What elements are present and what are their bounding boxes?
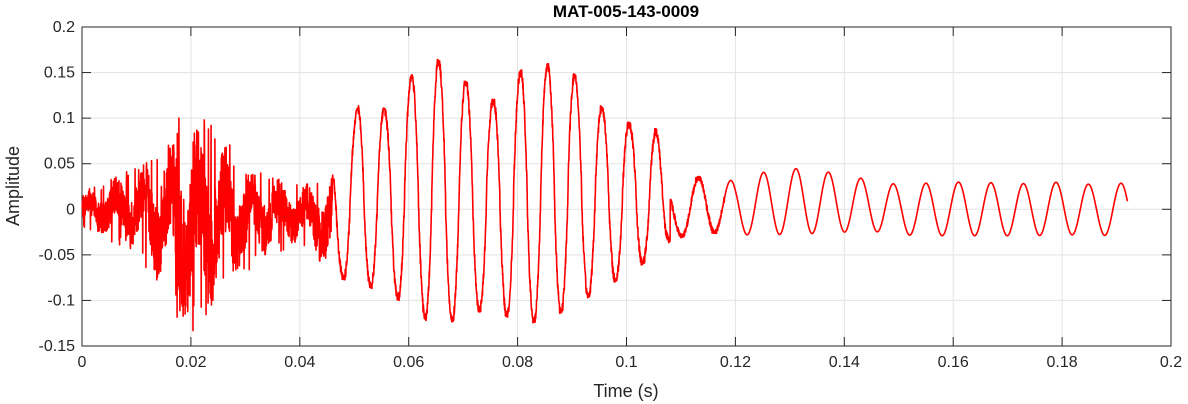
x-tick-label: 0.1 [615,354,637,371]
y-tick-label: 0.05 [44,156,75,173]
y-tick-label: 0.2 [53,19,75,36]
x-tick-label: 0.06 [393,354,424,371]
y-tick-label: 0.15 [44,65,75,82]
y-tick-label: 0 [66,201,75,218]
x-tick-label: 0.04 [284,354,315,371]
y-tick-label: -0.1 [47,292,75,309]
chart-title: MAT-005-143-0009 [553,2,699,21]
x-tick-label: 0.14 [829,354,860,371]
y-tick-label: -0.05 [39,247,76,264]
x-tick-label: 0.12 [720,354,751,371]
y-axis-label: Amplitude [3,146,23,226]
y-tick-label: 0.1 [53,110,75,127]
x-tick-label: 0.16 [938,354,969,371]
x-tick-label: 0.2 [1160,354,1182,371]
waveform-series-line [81,58,1129,332]
y-axis: -0.15 -0.1 -0.05 0 0.05 0.1 0.15 0.2 [39,19,1171,355]
x-tick-label: 0.18 [1047,354,1078,371]
x-axis: 0 0.02 0.04 0.06 0.08 0.1 0.12 0.14 0.16 0.18 0.2 [78,27,1182,371]
x-axis-label: Time (s) [593,381,658,401]
plot-area [81,58,1129,332]
x-tick-label: 0.08 [502,354,533,371]
x-tick-label: 0.02 [175,354,206,371]
y-tick-label: -0.15 [39,338,76,355]
x-tick-label: 0 [78,354,87,371]
